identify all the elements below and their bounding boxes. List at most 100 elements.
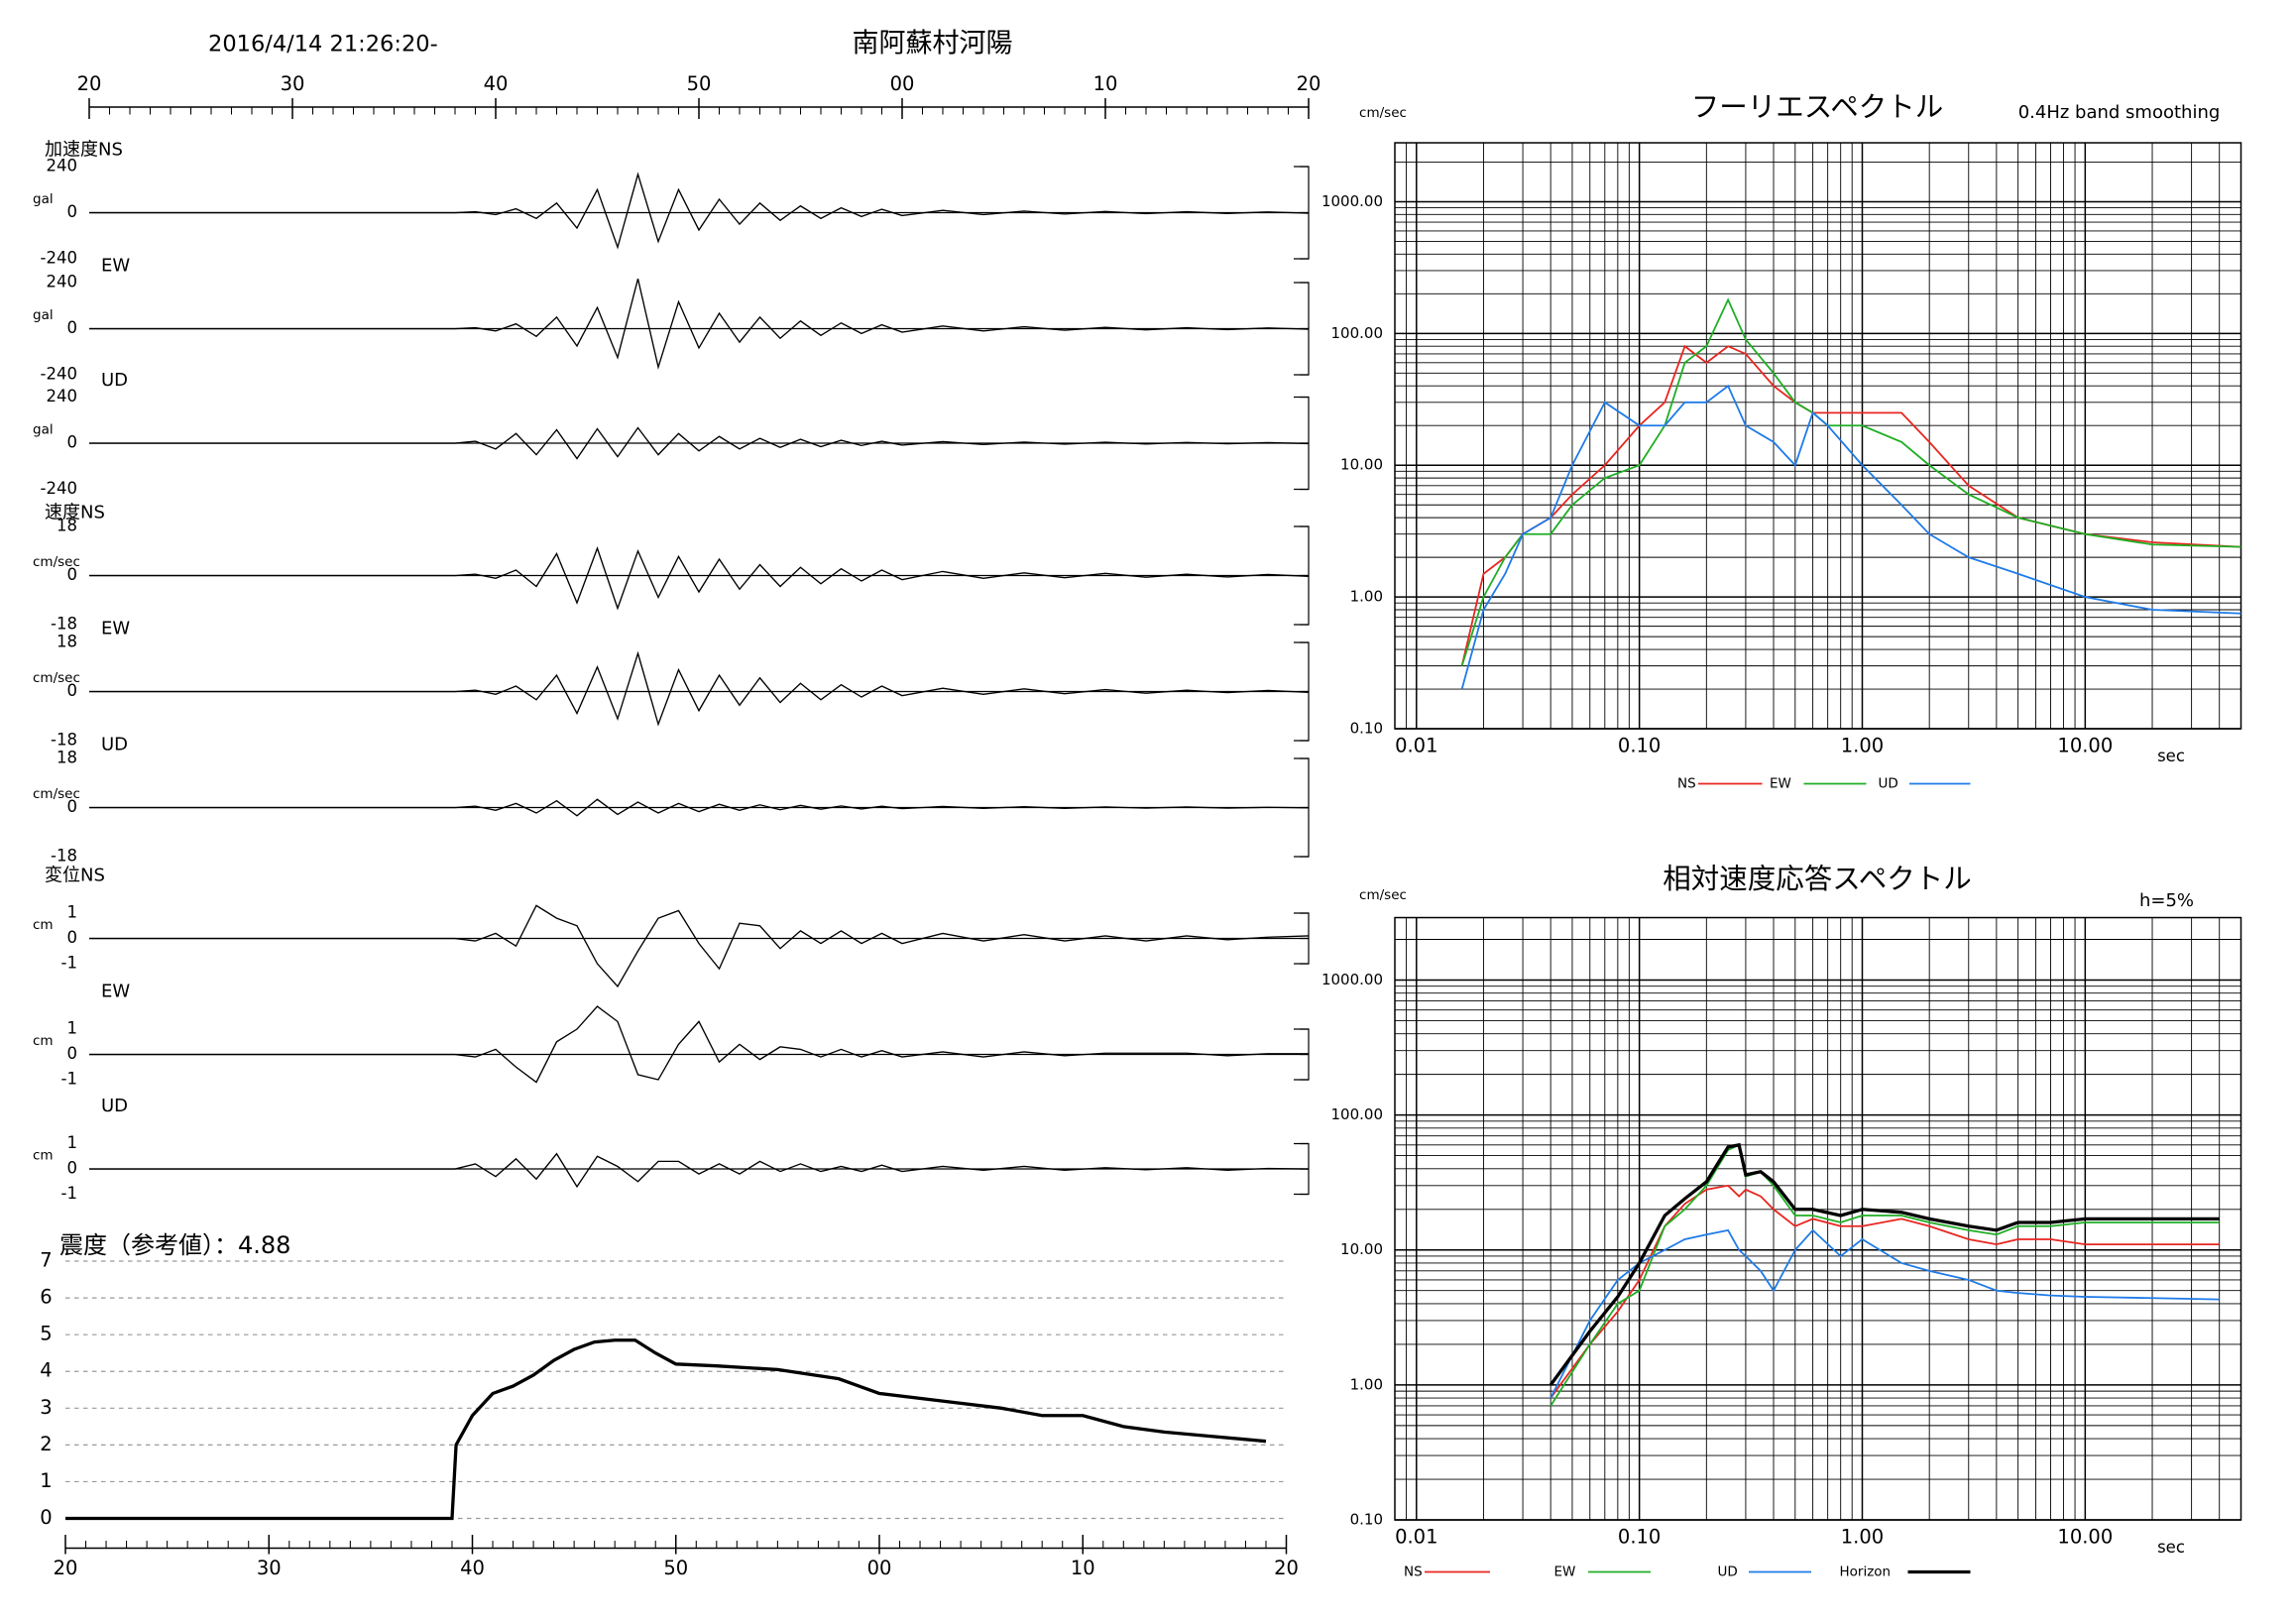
- x-tick-label: 10: [1093, 72, 1118, 95]
- panel-label: EW: [101, 256, 130, 277]
- chart-subtitle: h=5%: [2139, 890, 2194, 911]
- legend-label: EW: [1554, 1565, 1576, 1580]
- x-tick-label: 10.00: [2057, 1526, 2113, 1549]
- panel-unit: gal: [33, 307, 54, 323]
- y-tick-label: 0: [67, 433, 78, 452]
- legend-label: NS: [1677, 776, 1696, 792]
- y-tick-label: 1000.00: [1321, 971, 1383, 988]
- x-tick-label: 40: [460, 1557, 485, 1579]
- y-tick-label: 1: [67, 1133, 78, 1152]
- y-tick-label: -1: [61, 1184, 77, 1203]
- x-tick-label: 50: [687, 72, 712, 95]
- y-tick-label: 1000.00: [1321, 192, 1383, 210]
- y-tick-label: 0: [40, 1506, 52, 1529]
- y-tick-label: 240: [47, 157, 78, 175]
- plot-frame: [1394, 142, 2242, 730]
- legend-label: NS: [1404, 1565, 1423, 1580]
- trace: [89, 426, 1310, 460]
- x-tick-label: 0.10: [1618, 1526, 1661, 1549]
- panel-unit: gal: [33, 422, 54, 438]
- panel-label: 速度NS: [45, 503, 105, 523]
- trace: [89, 172, 1310, 250]
- panel-unit: cm: [33, 1033, 54, 1049]
- x-axis-label: sec: [2157, 747, 2185, 765]
- panel-label: UD: [101, 1096, 128, 1116]
- x-tick-label: 00: [867, 1557, 892, 1579]
- panel-unit: gal: [33, 191, 54, 207]
- title: 南阿蘇村河陽: [853, 29, 1013, 59]
- y-tick-label: 0.10: [1350, 1511, 1383, 1529]
- x-tick-label: 30: [257, 1557, 282, 1579]
- y-tick-label: 7: [40, 1249, 52, 1272]
- y-tick-label: 18: [57, 517, 77, 535]
- trace: [89, 1005, 1309, 1084]
- y-tick-label: -18: [51, 847, 77, 866]
- y-tick-label: -1: [61, 1070, 77, 1089]
- trace: [89, 650, 1310, 727]
- trace: [89, 904, 1310, 988]
- plot-frame: [1394, 916, 2242, 1521]
- x-tick-label: 30: [281, 72, 305, 95]
- spectrum-line: [1460, 384, 2241, 690]
- subtitle: 2016/4/14 21:26:20-: [208, 32, 438, 58]
- y-tick-label: -18: [51, 615, 77, 634]
- x-tick-label: 1.00: [1841, 735, 1884, 757]
- panel-label: UD: [101, 370, 128, 391]
- spectrum-line: [1460, 344, 2241, 666]
- x-tick-label: 20: [1274, 1557, 1299, 1579]
- y-tick-label: 3: [40, 1396, 52, 1419]
- y-tick-label: 1.00: [1350, 588, 1383, 606]
- x-tick-label: 50: [663, 1557, 688, 1579]
- x-tick-label: 10: [1071, 1557, 1095, 1579]
- x-tick-label: 20: [1297, 72, 1321, 95]
- intensity-line: [65, 1338, 1267, 1521]
- y-tick-label: 100.00: [1331, 324, 1384, 342]
- y-tick-label: 0: [67, 797, 78, 816]
- y-tick-label: 2: [40, 1433, 52, 1455]
- y-tick-label: 100.00: [1331, 1105, 1384, 1123]
- y-tick-label: 10.00: [1340, 1240, 1383, 1258]
- trace: [89, 278, 1310, 370]
- annotation: 震度（参考値）：4.88: [59, 1231, 290, 1259]
- spectrum-line: [1550, 1228, 2220, 1399]
- chart-title: フーリエスペクトル: [1691, 91, 1944, 124]
- panel-label: EW: [101, 619, 130, 639]
- legend-label: UD: [1718, 1565, 1738, 1580]
- x-tick-label: 20: [54, 1557, 78, 1579]
- panel-label: UD: [101, 735, 128, 755]
- spectrum-line: [1460, 297, 2241, 666]
- x-tick-label: 0.10: [1618, 735, 1661, 757]
- y-tick-label: 5: [40, 1323, 52, 1345]
- y-tick-label: -240: [41, 249, 77, 268]
- x-tick-label: 20: [77, 72, 102, 95]
- y-tick-label: 0: [67, 318, 78, 337]
- y-tick-label: -240: [41, 365, 77, 384]
- y-tick-label: -18: [51, 731, 77, 750]
- y-tick-label: 0: [67, 681, 78, 700]
- y-tick-label: 240: [47, 387, 78, 406]
- spectrum-line: [1549, 1142, 2220, 1386]
- y-tick-label: -1: [61, 954, 77, 973]
- x-tick-label: 0.01: [1395, 735, 1437, 757]
- x-tick-label: 10.00: [2057, 735, 2113, 757]
- panel-label: 変位NS: [45, 866, 105, 886]
- y-tick-label: 1.00: [1350, 1375, 1383, 1393]
- legend-label: Horizon: [1840, 1565, 1892, 1580]
- y-tick-label: 18: [57, 633, 77, 651]
- trace: [89, 546, 1310, 611]
- y-tick-label: 0: [67, 565, 78, 584]
- y-axis-label: cm/sec: [1359, 105, 1407, 121]
- panel-label: 加速度NS: [45, 140, 123, 161]
- panel-unit: cm/sec: [33, 786, 80, 802]
- y-tick-label: 240: [47, 273, 78, 291]
- y-tick-label: 0: [67, 202, 78, 221]
- x-axis-label: sec: [2157, 1538, 2185, 1557]
- y-tick-label: 4: [40, 1359, 52, 1382]
- panel-label: EW: [101, 982, 130, 1002]
- y-tick-label: 0: [67, 1044, 78, 1063]
- chart-subtitle: 0.4Hz band smoothing: [2018, 102, 2221, 123]
- y-tick-label: 10.00: [1340, 456, 1383, 474]
- y-tick-label: 1: [67, 903, 78, 922]
- panel-unit: cm/sec: [33, 670, 80, 686]
